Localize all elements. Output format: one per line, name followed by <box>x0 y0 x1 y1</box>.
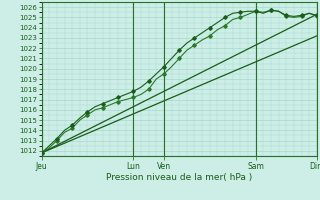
X-axis label: Pression niveau de la mer( hPa ): Pression niveau de la mer( hPa ) <box>106 173 252 182</box>
